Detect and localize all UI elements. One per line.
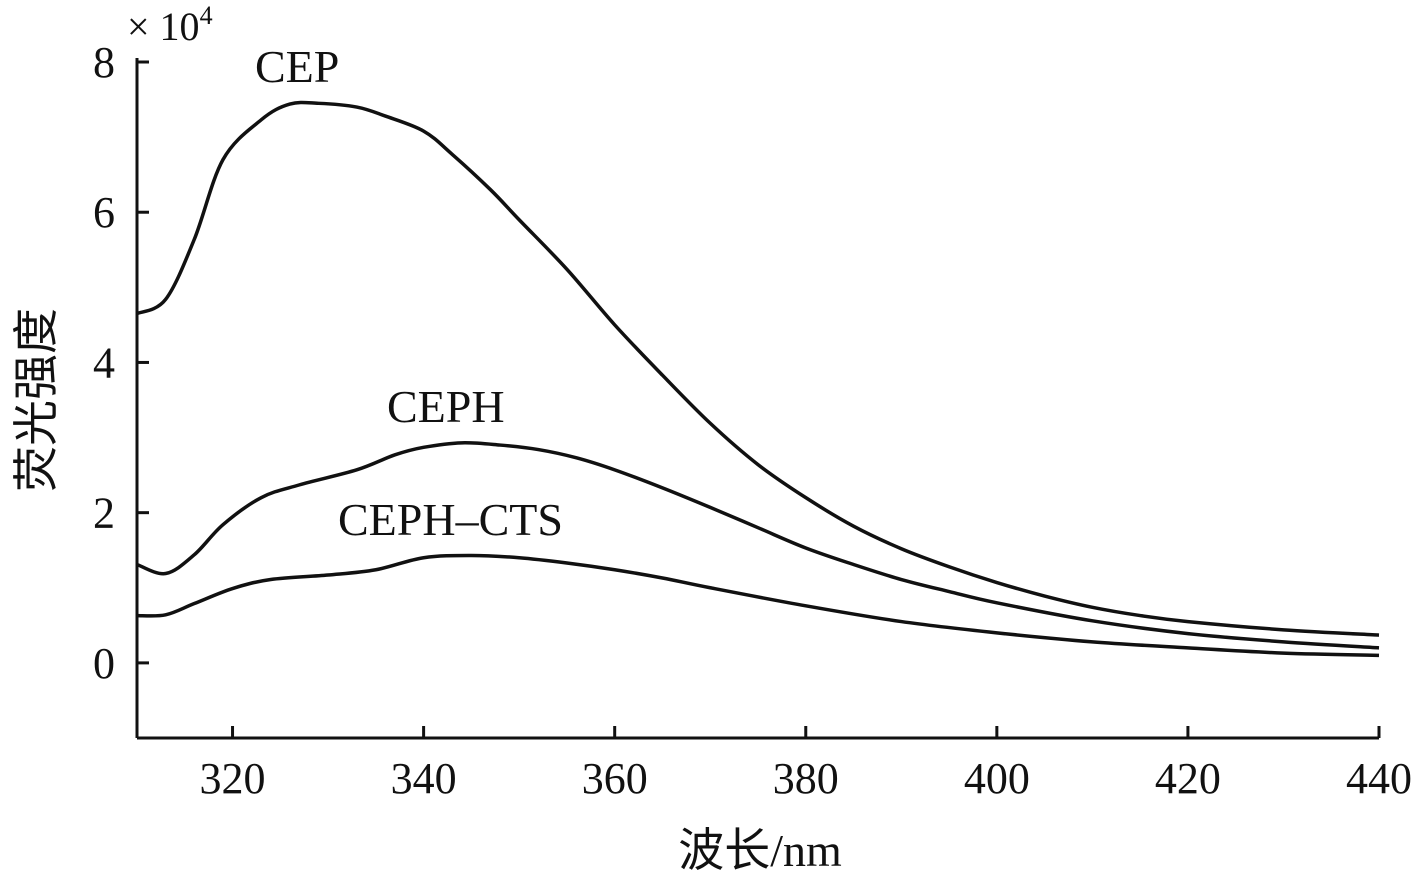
labels: × 104 CEP CEPH CEPH–CTS 波长/nm 荧光强度 — [11, 1, 842, 875]
series-label-ceph: CEPH — [387, 381, 505, 432]
y-tick-label: 6 — [93, 188, 115, 237]
x-tick-label: 400 — [964, 754, 1030, 803]
y-tick-label: 2 — [93, 489, 115, 538]
y-tick-label: 8 — [93, 38, 115, 87]
x-tick-label: 320 — [200, 754, 266, 803]
series-label-cep: CEP — [255, 41, 339, 92]
series-line-ceph — [136, 441, 1380, 650]
x-tick-label: 360 — [582, 754, 648, 803]
x-tick-label: 340 — [391, 754, 457, 803]
x-axis-label: 波长/nm — [678, 825, 842, 875]
y-tick-label: 0 — [93, 639, 115, 688]
y-multiplier: × 104 — [127, 1, 213, 49]
y-tick-label: 4 — [93, 338, 115, 387]
x-tick-label: 420 — [1155, 754, 1221, 803]
x-tick-label: 380 — [773, 754, 839, 803]
axes: 320 340 360 380 400 420 440 0 2 4 6 8 — [93, 38, 1412, 803]
series-lines — [136, 100, 1380, 658]
x-tick-label: 440 — [1346, 754, 1412, 803]
y-axis-label: 荧光强度 — [11, 308, 62, 492]
series-line-ceph-cts — [136, 553, 1380, 658]
series-label-ceph-cts: CEPH–CTS — [338, 494, 563, 545]
series-line-cep — [136, 100, 1380, 637]
